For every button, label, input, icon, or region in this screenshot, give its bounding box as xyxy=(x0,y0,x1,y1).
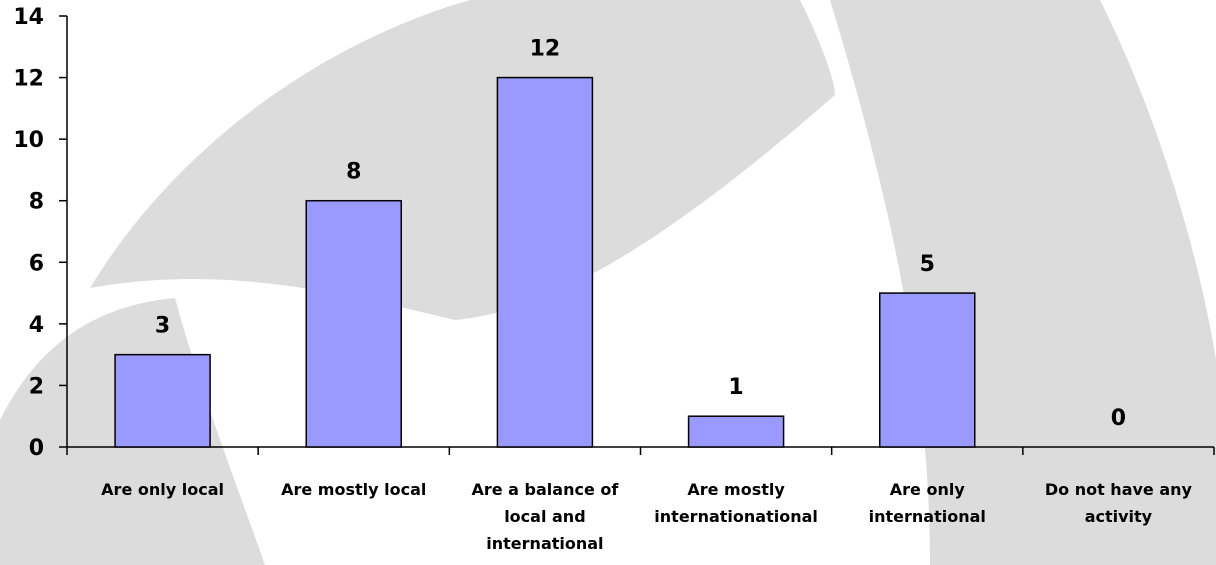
category-label: Do not have any activity xyxy=(1045,480,1193,526)
category-label: Are a balance of local and international xyxy=(471,480,619,553)
category-label: Are only local xyxy=(101,480,224,499)
data-label: 5 xyxy=(920,252,935,277)
bar xyxy=(687,415,785,448)
bar xyxy=(496,76,594,448)
bar xyxy=(879,292,976,448)
bar xyxy=(114,353,211,448)
data-label: 0 xyxy=(1111,406,1126,431)
data-label: 8 xyxy=(346,160,361,185)
y-tick-label: 6 xyxy=(29,251,44,276)
bar xyxy=(305,199,402,448)
bars xyxy=(114,76,976,448)
data-label: 1 xyxy=(728,375,743,400)
y-tick-label: 10 xyxy=(13,128,44,153)
data-label: 12 xyxy=(530,37,561,62)
y-tick-label: 2 xyxy=(29,374,44,399)
category-label: Are only international xyxy=(869,480,986,526)
y-tick-label: 14 xyxy=(13,5,44,30)
y-tick-label: 4 xyxy=(29,313,44,338)
y-tick-label: 12 xyxy=(13,67,44,92)
labels: 3 Are only local 8 Are mostly local 12 Are a … xyxy=(101,37,1192,553)
y-tick-label: 8 xyxy=(29,190,44,215)
background-swoosh-top xyxy=(90,0,835,320)
category-label: Are mostly local xyxy=(281,480,426,499)
data-label: 3 xyxy=(155,314,170,339)
y-tick-label: 0 xyxy=(29,436,44,461)
category-label: Are mostly internationational xyxy=(654,480,818,526)
